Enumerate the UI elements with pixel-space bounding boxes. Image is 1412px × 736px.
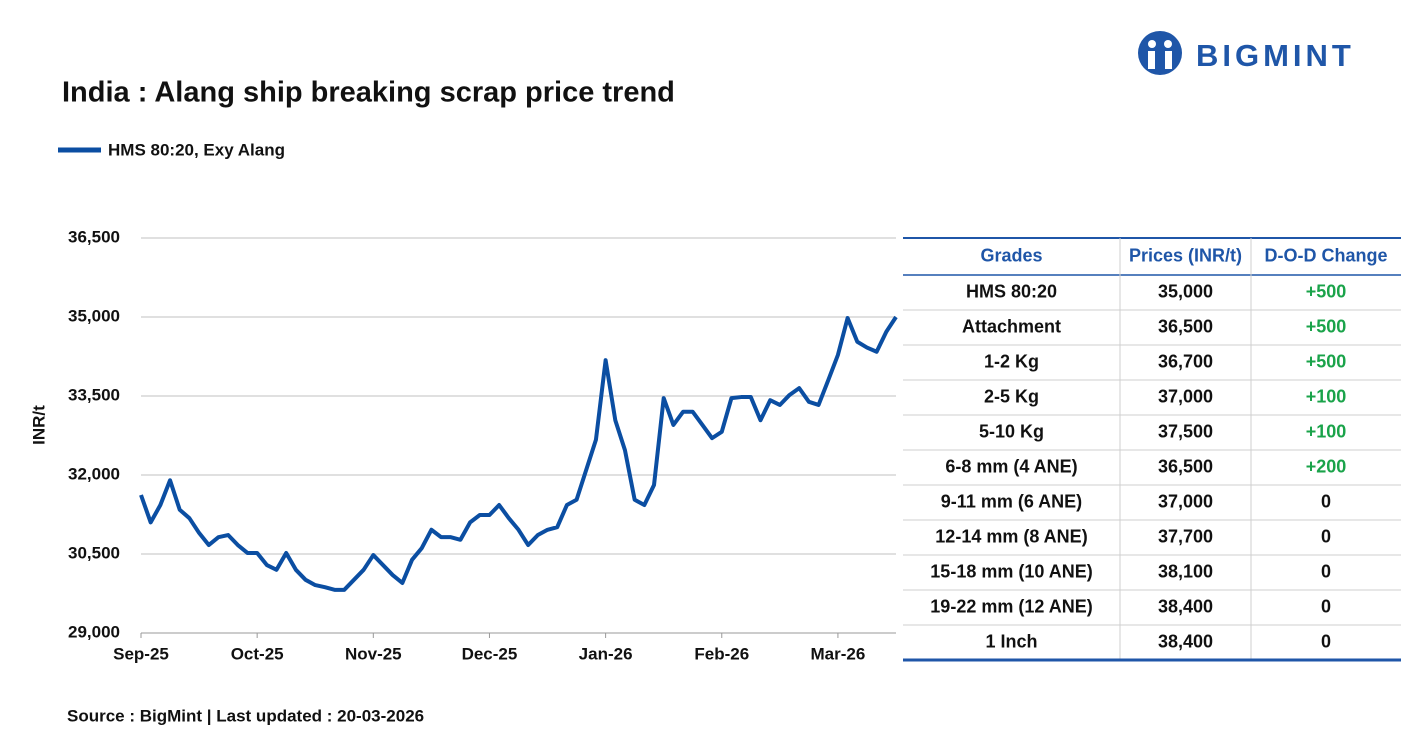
table-cell: 37,000 [1158,491,1213,511]
table-cell: 0 [1321,526,1331,546]
table-cell: 5-10 Kg [979,421,1044,441]
table-cell: 15-18 mm (10 ANE) [930,561,1092,581]
chart-title: India : Alang ship breaking scrap price … [62,77,675,109]
x-tick-label: Oct-25 [231,644,284,663]
table-cell: 1-2 Kg [984,351,1039,371]
table-cell: +100 [1306,421,1347,441]
x-tick-label: Sep-25 [113,644,169,663]
table-cell: 36,500 [1158,456,1213,476]
table-cell: 35,000 [1158,281,1213,301]
y-axis-label: INR/t [29,405,48,445]
table-cell: Attachment [962,316,1061,336]
logo-icon-head [1164,40,1172,48]
y-tick-label: 32,000 [68,464,120,483]
logo-icon [1138,31,1182,75]
logo-icon-body [1165,51,1172,69]
table-cell: +100 [1306,386,1347,406]
table-header: Grades [980,245,1042,265]
source: Source : BigMint | Last updated : 20-03-… [67,706,424,725]
table-cell: 37,500 [1158,421,1213,441]
table-cell: +500 [1306,351,1347,371]
logo-icon-body [1148,51,1155,69]
table-cell: 36,700 [1158,351,1213,371]
logo-icon-head [1148,40,1156,48]
y-tick-label: 30,500 [68,543,120,562]
table-cell: +200 [1306,456,1347,476]
table-cell: 2-5 Kg [984,386,1039,406]
x-tick-label: Nov-25 [345,644,402,663]
logo-text: BIGMINT [1196,38,1355,73]
table-header: Prices (INR/t) [1129,245,1242,265]
table-cell: 12-14 mm (8 ANE) [935,526,1087,546]
table-cell: 0 [1321,596,1331,616]
x-tick-label: Mar-26 [811,644,866,663]
x-tick-label: Jan-26 [579,644,633,663]
y-tick-label: 33,500 [68,385,120,404]
x-tick-label: Dec-25 [462,644,518,663]
table-cell: 38,100 [1158,561,1213,581]
table-cell: 38,400 [1158,596,1213,616]
table-cell: 19-22 mm (12 ANE) [930,596,1092,616]
table-cell: 37,000 [1158,386,1213,406]
logo: BIGMINT [1138,31,1355,75]
table-cell: 0 [1321,491,1331,511]
table-header: D-O-D Change [1265,245,1388,265]
table-cell: HMS 80:20 [966,281,1057,301]
table-cell: +500 [1306,281,1347,301]
table-cell: 1 Inch [985,631,1037,651]
y-tick-label: 35,000 [68,306,120,325]
table-cell: 6-8 mm (4 ANE) [945,456,1077,476]
line [139,315,898,592]
table-cell: 36,500 [1158,316,1213,336]
x-tick-label: Feb-26 [694,644,749,663]
legend-label: HMS 80:20, Exy Alang [108,140,285,159]
table-cell: 0 [1321,631,1331,651]
table-cell: 0 [1321,561,1331,581]
table-cell: 38,400 [1158,631,1213,651]
table-cell: +500 [1306,316,1347,336]
table-cell: 37,700 [1158,526,1213,546]
table-cell: 9-11 mm (6 ANE) [941,491,1082,511]
y-tick-label: 36,500 [68,227,120,246]
y-tick-label: 29,000 [68,622,120,641]
